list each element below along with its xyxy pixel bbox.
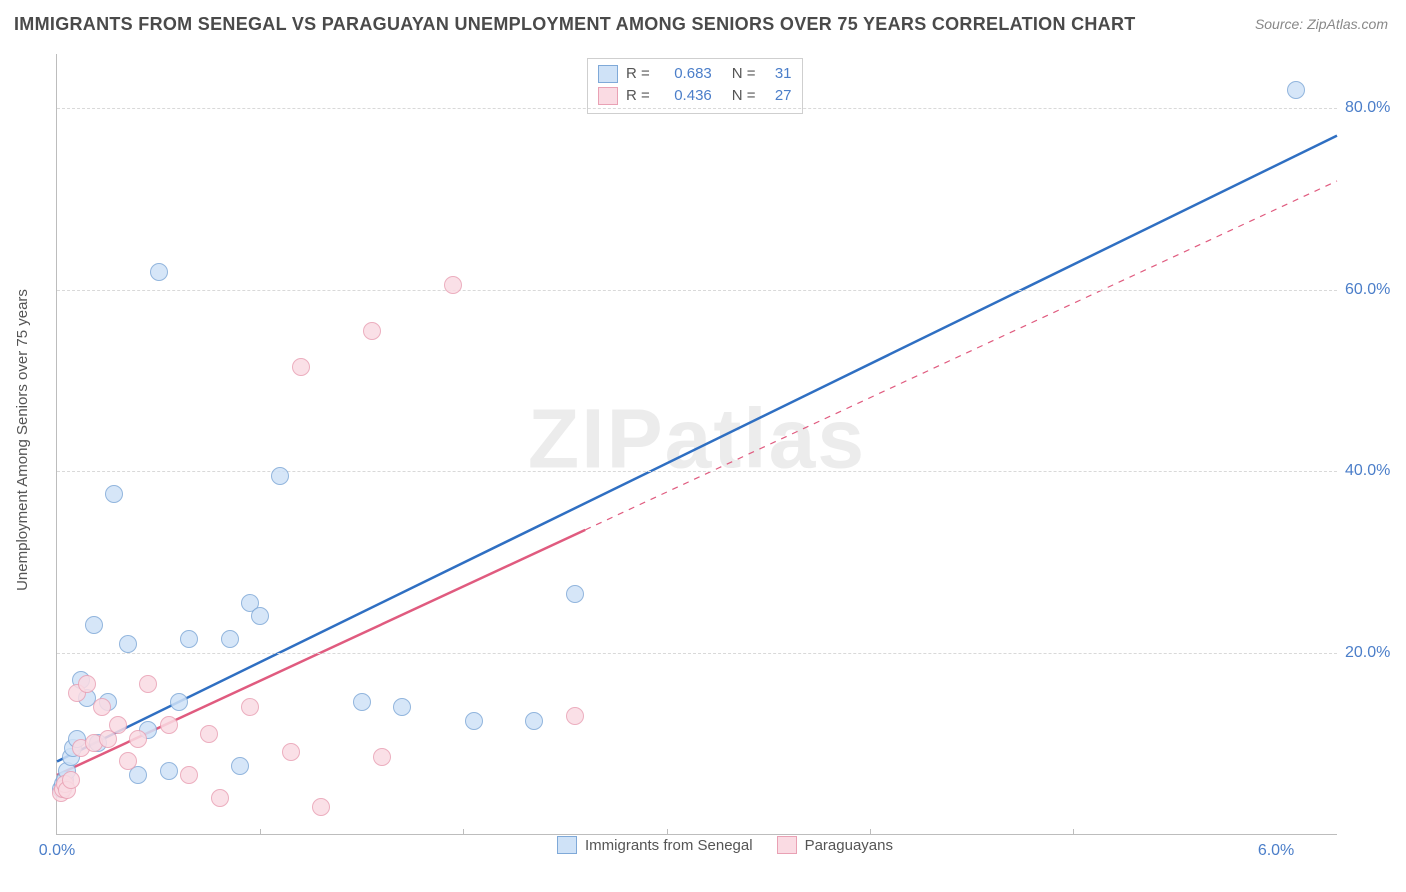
legend-r-value: 0.436 [658, 85, 712, 107]
x-tick-label: 0.0% [39, 842, 75, 860]
legend-n-label: N = [732, 85, 756, 107]
scatter-point [465, 712, 483, 730]
plot-area: ZIPatlas R =0.683N =31R =0.436N =27 Immi… [56, 54, 1337, 835]
scatter-point [180, 766, 198, 784]
y-tick-label: 80.0% [1345, 99, 1390, 117]
scatter-point [312, 798, 330, 816]
y-tick-label: 60.0% [1345, 281, 1390, 299]
y-tick-label: 40.0% [1345, 462, 1390, 480]
grid-line [57, 108, 1337, 109]
legend-swatch [777, 836, 797, 854]
scatter-point [251, 607, 269, 625]
legend-correlation-row: R = 0.683 N = 31 [598, 63, 792, 85]
scatter-point [241, 698, 259, 716]
scatter-point [93, 698, 111, 716]
scatter-point [1287, 81, 1305, 99]
source-label: Source: ZipAtlas.com [1255, 16, 1388, 32]
scatter-point [170, 693, 188, 711]
scatter-point [292, 358, 310, 376]
legend-series-label: Immigrants from Senegal [585, 837, 753, 854]
scatter-point [444, 276, 462, 294]
scatter-point [221, 630, 239, 648]
scatter-point [150, 263, 168, 281]
trend-line-dashed [585, 181, 1337, 530]
grid-line [57, 471, 1337, 472]
scatter-point [160, 716, 178, 734]
grid-line [57, 290, 1337, 291]
legend-n-value: 27 [764, 85, 792, 107]
watermark-text: ZIPatlas [528, 391, 866, 488]
scatter-point [109, 716, 127, 734]
scatter-point [282, 743, 300, 761]
legend-series-item: Paraguayans [777, 836, 893, 854]
legend-swatch [598, 65, 618, 83]
chart-title: IMMIGRANTS FROM SENEGAL VS PARAGUAYAN UN… [14, 14, 1136, 35]
scatter-point [566, 707, 584, 725]
scatter-point [373, 748, 391, 766]
scatter-point [200, 725, 218, 743]
scatter-point [119, 635, 137, 653]
x-minor-tick [667, 829, 668, 835]
x-tick-label: 6.0% [1258, 842, 1294, 860]
scatter-point [78, 675, 96, 693]
legend-n-value: 31 [764, 63, 792, 85]
x-minor-tick [870, 829, 871, 835]
scatter-point [160, 762, 178, 780]
scatter-point [353, 693, 371, 711]
grid-line [57, 653, 1337, 654]
scatter-point [180, 630, 198, 648]
legend-r-value: 0.683 [658, 63, 712, 85]
scatter-point [231, 757, 249, 775]
y-tick-label: 20.0% [1345, 644, 1390, 662]
scatter-point [105, 485, 123, 503]
scatter-point [139, 675, 157, 693]
legend-n-label: N = [732, 63, 756, 85]
legend-r-label: R = [626, 63, 650, 85]
y-axis-label: Unemployment Among Seniors over 75 years [14, 289, 31, 591]
legend-correlation-row: R = 0.436 N = 27 [598, 85, 792, 107]
legend-r-label: R = [626, 85, 650, 107]
scatter-point [393, 698, 411, 716]
scatter-point [62, 771, 80, 789]
scatter-point [525, 712, 543, 730]
scatter-point [119, 752, 137, 770]
scatter-point [211, 789, 229, 807]
trend-lines-layer [57, 54, 1337, 834]
legend-swatch [598, 87, 618, 105]
scatter-point [363, 322, 381, 340]
legend-series-item: Immigrants from Senegal [557, 836, 753, 854]
x-minor-tick [1073, 829, 1074, 835]
scatter-point [85, 616, 103, 634]
scatter-point [566, 585, 584, 603]
scatter-point [271, 467, 289, 485]
scatter-point [129, 730, 147, 748]
x-minor-tick [260, 829, 261, 835]
legend-series: Immigrants from Senegal Paraguayans [557, 836, 893, 854]
x-minor-tick [463, 829, 464, 835]
legend-series-label: Paraguayans [805, 837, 893, 854]
trend-line-solid [57, 136, 1337, 762]
legend-correlation-box: R = 0.683 N = 31 R = 0.436 N = 27 [587, 58, 803, 114]
legend-swatch [557, 836, 577, 854]
